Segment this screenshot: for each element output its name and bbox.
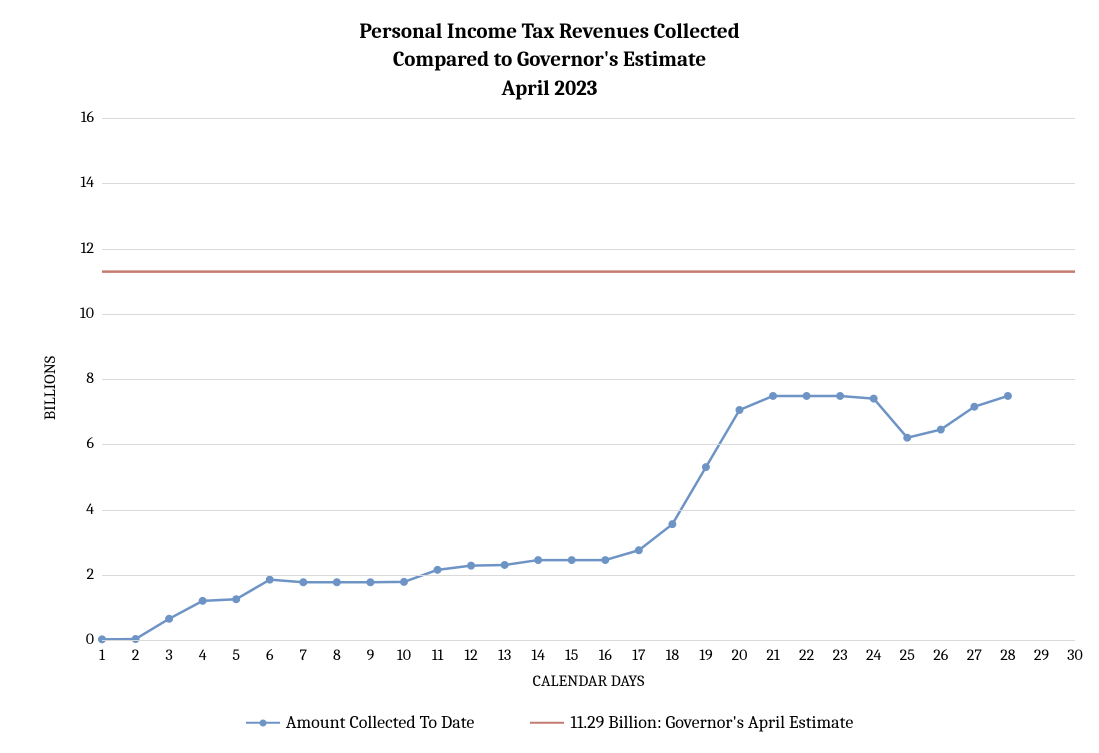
x-axis-label: CALENDAR DAYS [102,672,1075,690]
series-collected-marker [635,547,642,554]
gridline [102,510,1075,511]
x-tick-label: 28 [1000,646,1015,664]
chart-title-line1: Personal Income Tax Revenues Collected [359,20,739,44]
series-collected-marker [870,395,877,402]
legend-swatch-estimate [530,716,564,730]
series-collected-marker [400,578,407,585]
gridline [102,640,1075,641]
chart-title: Personal Income Tax Revenues Collected C… [0,18,1099,103]
gridline [102,379,1075,380]
chart-title-line2: Compared to Governor's Estimate [393,48,706,72]
x-tick-label: 2 [132,646,140,664]
legend-swatch-collected [246,716,280,730]
x-tick-label: 6 [266,646,274,664]
x-tick-label: 21 [766,646,779,664]
series-collected-marker [501,561,508,568]
x-tick-label: 24 [866,646,881,664]
y-tick-label: 2 [86,565,94,583]
series-collected-marker [166,615,173,622]
x-tick-label: 19 [699,646,712,664]
series-collected-marker [367,579,374,586]
gridline [102,118,1075,119]
x-tick-label: 20 [732,646,748,664]
x-tick-label: 27 [967,646,982,664]
legend-item-collected: Amount Collected To Date [246,712,475,733]
x-tick-label: 13 [498,646,511,664]
x-tick-label: 9 [367,646,375,664]
series-collected-marker [770,392,777,399]
gridline [102,249,1075,250]
series-collected-marker [333,579,340,586]
x-tick-label: 14 [531,646,545,664]
series-collected-marker [602,557,609,564]
gridline [102,183,1075,184]
y-tick-label: 14 [80,173,94,191]
series-collected-marker [971,403,978,410]
x-tick-label: 26 [933,646,948,664]
x-tick-label: 11 [432,646,444,664]
gridline [102,314,1075,315]
series-collected-marker [702,464,709,471]
y-tick-label: 8 [86,369,94,387]
series-collected-marker [233,596,240,603]
series-collected-marker [736,406,743,413]
y-axis-label: BILLIONS [41,356,59,420]
x-tick-label: 22 [799,646,814,664]
x-tick-label: 12 [464,646,477,664]
x-tick-label: 18 [666,646,680,664]
y-tick-label: 12 [81,239,94,257]
x-tick-label: 7 [300,646,308,664]
chart-title-line3: April 2023 [502,77,598,101]
gridline [102,444,1075,445]
series-collected-marker [535,557,542,564]
series-collected-marker [300,579,307,586]
y-tick-label: 0 [86,630,94,648]
series-collected-marker [937,426,944,433]
x-tick-label: 23 [833,646,848,664]
series-collected-marker [1004,392,1011,399]
x-tick-label: 3 [165,646,172,664]
series-collected-marker [904,434,911,441]
legend-label-collected: Amount Collected To Date [286,712,475,733]
y-tick-label: 10 [80,304,94,322]
x-tick-label: 29 [1034,646,1049,664]
x-tick-label: 4 [199,646,207,664]
x-tick-label: 15 [565,646,578,664]
x-tick-label: 16 [599,646,612,664]
gridline [102,575,1075,576]
legend-item-estimate: 11.29 Billion: Governor's April Estimate [530,712,853,733]
x-tick-label: 25 [900,646,915,664]
chart-container: Personal Income Tax Revenues Collected C… [0,0,1099,753]
legend-label-estimate: 11.29 Billion: Governor's April Estimate [570,712,853,733]
legend: Amount Collected To Date 11.29 Billion: … [0,712,1099,733]
series-collected-marker [803,392,810,399]
y-tick-label: 4 [86,500,94,518]
series-collected-marker [568,557,575,564]
series-collected-marker [669,521,676,528]
x-tick-label: 17 [632,646,645,664]
x-tick-label: 5 [232,646,240,664]
series-collected-marker [837,392,844,399]
series-collected-marker [266,576,273,583]
x-tick-label: 30 [1067,646,1083,664]
x-tick-label: 10 [397,646,411,664]
x-tick-label: 8 [333,646,341,664]
series-collected-marker [434,566,441,573]
series-collected-marker [468,562,475,569]
series-collected-marker [199,597,206,604]
y-tick-label: 16 [81,108,94,126]
y-tick-label: 6 [86,434,94,452]
x-tick-label: 1 [99,646,105,664]
